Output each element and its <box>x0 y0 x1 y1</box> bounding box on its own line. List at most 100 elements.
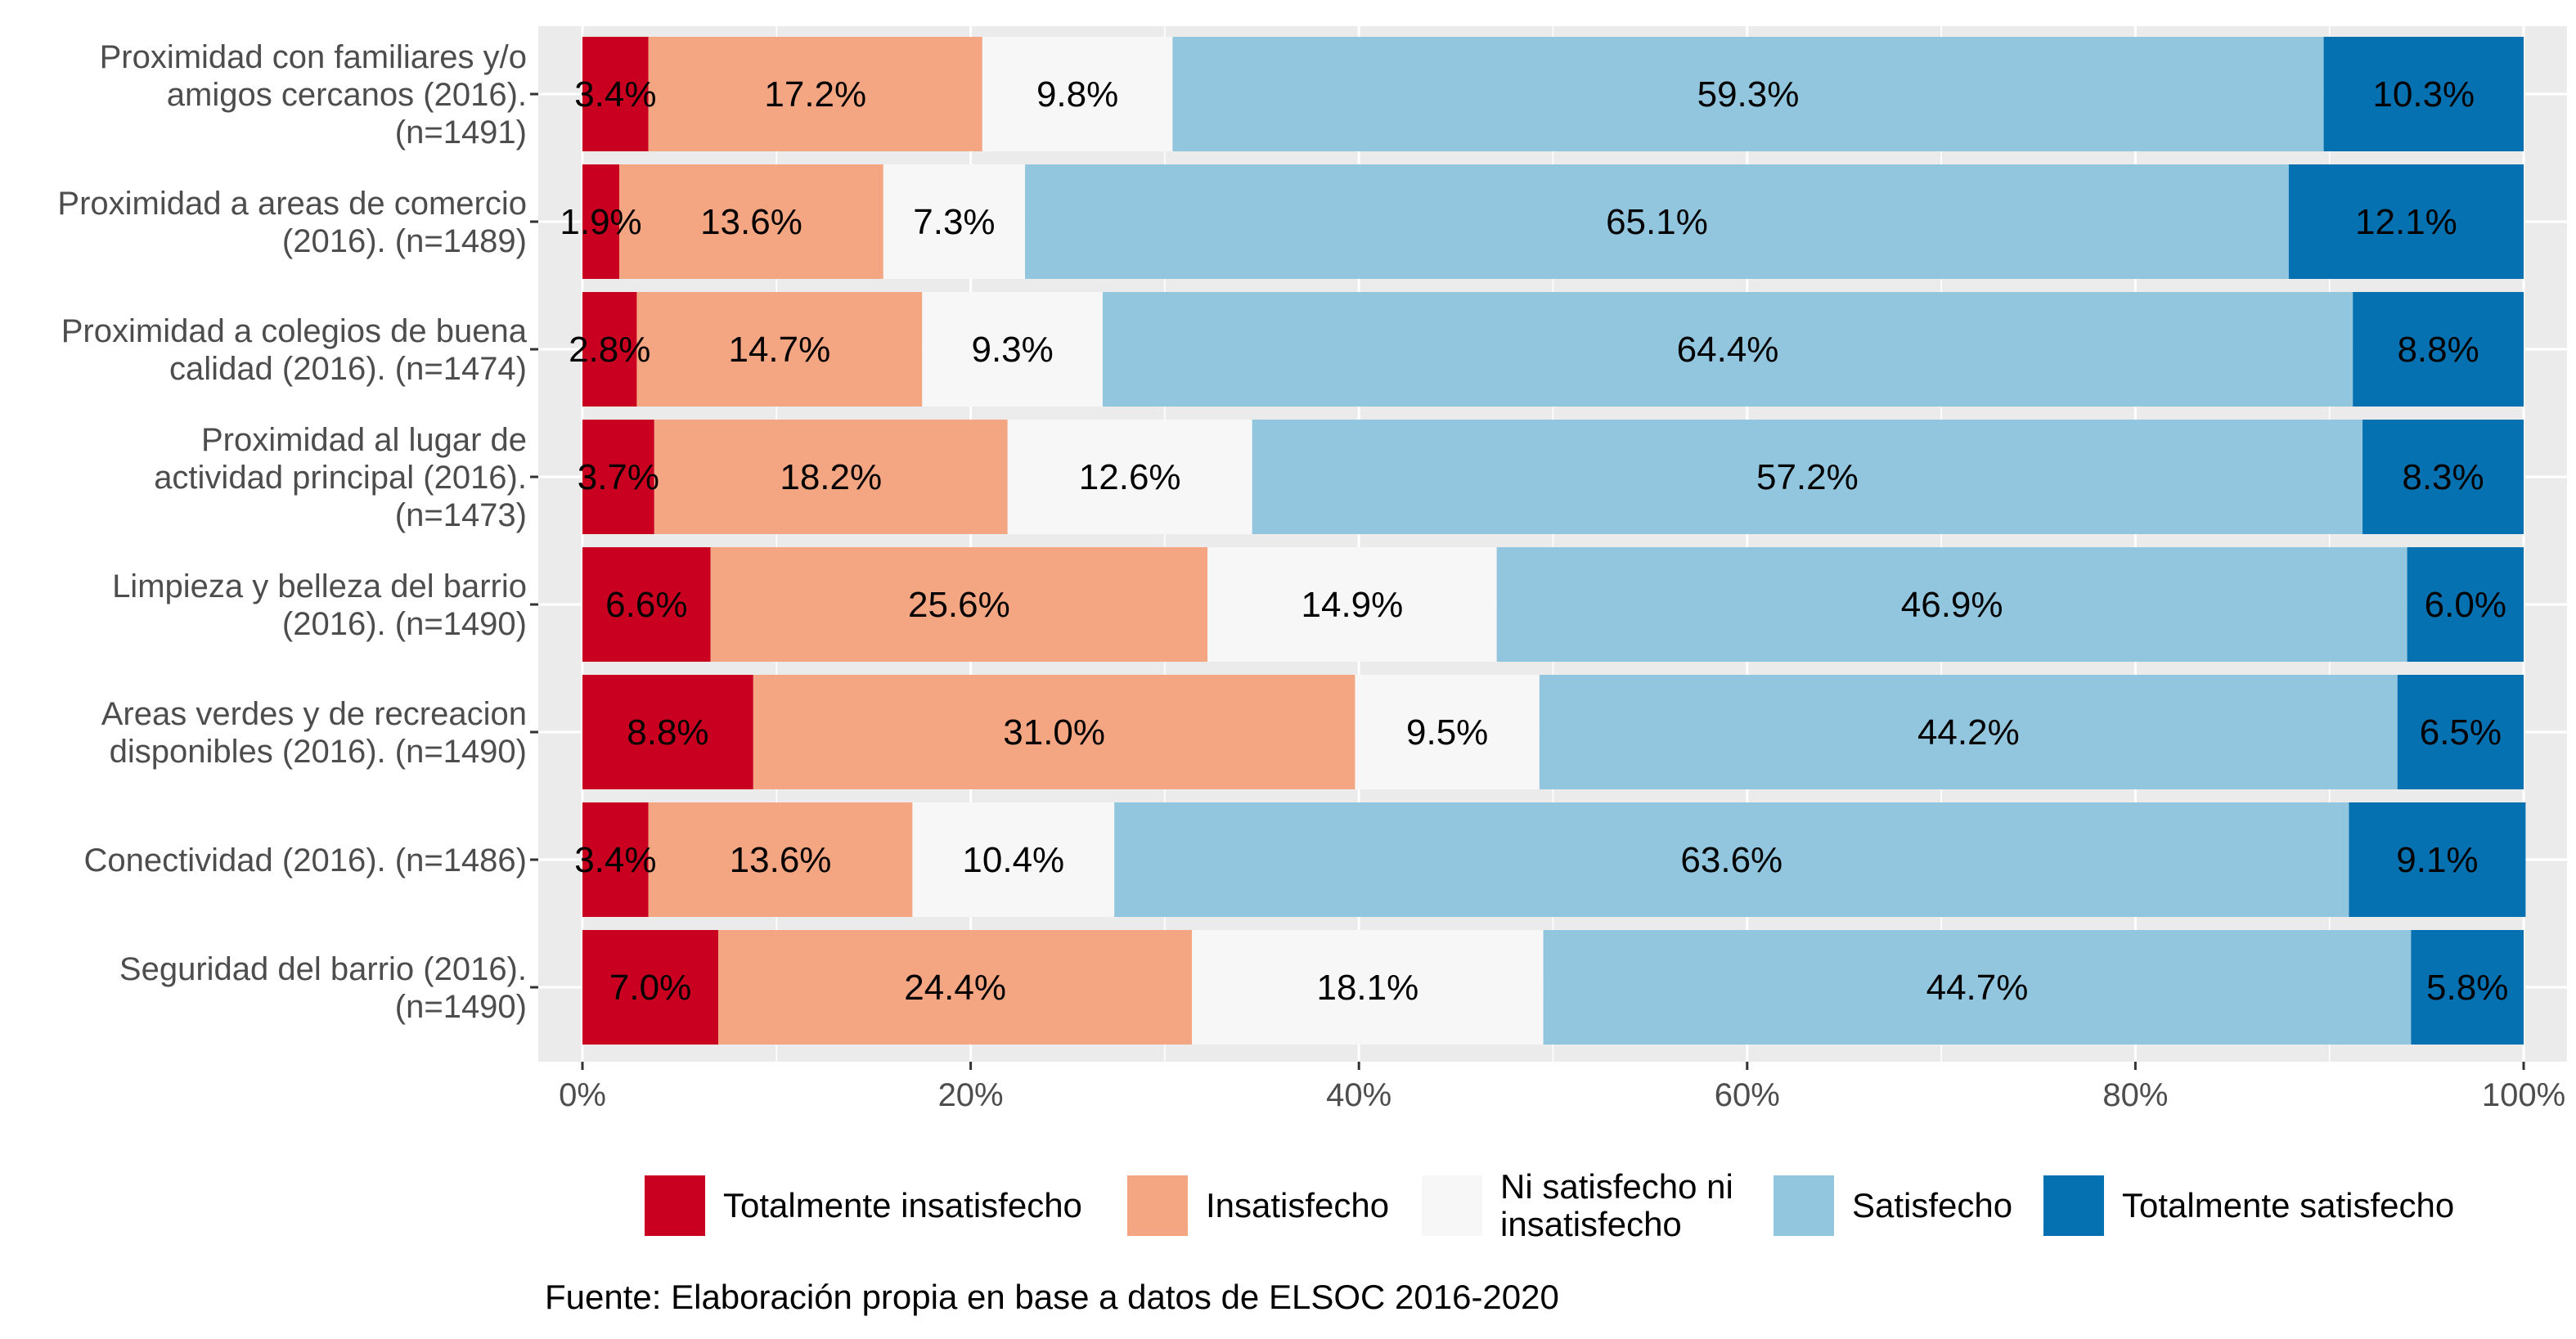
legend-label: Insatisfecho <box>1206 1186 1389 1224</box>
data-label: 3.7% <box>578 457 659 497</box>
data-label: 7.3% <box>913 202 995 242</box>
category-label-line: (n=1491) <box>395 115 527 151</box>
bar-segment <box>2353 292 2524 407</box>
data-label: 17.2% <box>764 74 866 115</box>
category-label: Areas verdes y de recreacion disponibles … <box>101 696 527 770</box>
data-label: 63.6% <box>1680 840 1783 880</box>
bar-segment <box>582 930 719 1045</box>
category-label: Proximidad a areas de comercio (2016). (n… <box>57 186 527 259</box>
bar-segment <box>582 802 649 917</box>
bar-segment <box>582 547 711 662</box>
legend-label-line: Satisfecho <box>1852 1186 2012 1224</box>
x-tick-label: 40% <box>1326 1077 1391 1113</box>
bar-segment <box>648 37 982 151</box>
data-label: 1.9% <box>560 202 641 242</box>
bar-segment <box>1172 37 2324 151</box>
legend: Totalmente insatisfecho Insatisfecho Ni sa… <box>645 1167 2454 1243</box>
bar-segment <box>1025 164 2289 279</box>
legend-label: Totalmente satisfecho <box>2122 1186 2454 1224</box>
bar-segment <box>2323 37 2524 151</box>
data-label: 44.7% <box>1926 968 2029 1008</box>
data-label: 59.3% <box>1697 74 1800 115</box>
bar-segment <box>2407 547 2524 662</box>
category-label-line: (2016). (n=1489) <box>282 223 527 259</box>
category-label-line: disponibles (2016). (n=1490) <box>110 734 527 770</box>
bar-segment <box>1252 420 2363 534</box>
legend-key <box>1422 1175 1482 1236</box>
bar-segment <box>1496 547 2407 662</box>
category-label-line: Proximidad con familiares y/o <box>100 39 527 75</box>
category-label-line: (2016). (n=1490) <box>282 606 527 642</box>
legend-key <box>1774 1175 1834 1236</box>
data-label: 3.4% <box>574 74 656 115</box>
category-label: Proximidad con familiares y/o amigos cerc… <box>100 39 527 151</box>
category-label: Limpieza y belleza del barrio (2016). (n=… <box>112 568 527 642</box>
category-label: Seguridad del barrio (2016). (n=1490) <box>119 951 527 1025</box>
x-tick-label: 100% <box>2482 1077 2565 1113</box>
bar-segment <box>2362 420 2524 534</box>
bar-segment <box>582 164 620 279</box>
category-label-line: Conectividad (2016). (n=1486) <box>84 842 527 878</box>
data-label: 46.9% <box>1901 585 2003 625</box>
data-label: 5.8% <box>2426 968 2508 1008</box>
data-label: 14.7% <box>728 330 830 370</box>
data-label: 25.6% <box>908 585 1010 625</box>
data-label: 31.0% <box>1003 712 1105 753</box>
data-label: 44.2% <box>1917 712 2020 753</box>
category-label-line: (n=1473) <box>395 497 527 533</box>
data-label: 10.4% <box>962 840 1064 880</box>
legend-key <box>645 1175 705 1236</box>
bars <box>582 37 2526 1045</box>
legend-label: Ni satisfecho ni insatisfecho <box>1500 1167 1733 1243</box>
category-label: Conectividad (2016). (n=1486) <box>84 842 527 878</box>
legend-label: Satisfecho <box>1852 1186 2012 1224</box>
data-label: 9.3% <box>971 330 1053 370</box>
category-label: Proximidad a colegios de buena calidad (2… <box>61 313 528 387</box>
legend-label-line: Insatisfecho <box>1206 1186 1389 1224</box>
data-label: 8.3% <box>2402 457 2484 497</box>
data-label: 13.6% <box>730 840 832 880</box>
category-label-line: actividad principal (2016). <box>154 460 527 496</box>
x-tick-label: 60% <box>1715 1077 1780 1113</box>
bar-segment <box>648 802 913 917</box>
bar-segment <box>1355 675 1540 789</box>
bar-segment <box>912 802 1115 917</box>
category-label-line: Areas verdes y de recreacion <box>101 696 527 732</box>
category-label-line: Proximidad a areas de comercio <box>57 186 527 222</box>
caption: Fuente: Elaboración propia en base a dat… <box>545 1278 1559 1316</box>
category-label-line: amigos cercanos (2016). <box>167 77 527 113</box>
bar-segment <box>753 675 1355 789</box>
x-tick-label: 0% <box>559 1077 606 1113</box>
data-label: 57.2% <box>1756 457 1859 497</box>
legend-label: Totalmente insatisfecho <box>723 1186 1082 1224</box>
data-label: 3.4% <box>574 840 656 880</box>
data-label: 6.5% <box>2420 712 2502 753</box>
data-label: 64.4% <box>1677 330 1779 370</box>
category-labels: Proximidad con familiares y/o amigos cerc… <box>57 39 538 1025</box>
category-label-line: calidad (2016). (n=1474) <box>169 351 527 387</box>
legend-label-line: insatisfecho <box>1500 1205 1682 1243</box>
data-label: 9.5% <box>1406 712 1488 753</box>
bar-segment <box>1114 802 2349 917</box>
bar-segment <box>982 37 1173 151</box>
bar-segment <box>2349 802 2526 917</box>
data-label: 13.6% <box>700 202 802 242</box>
legend-label-line: Totalmente satisfecho <box>2122 1186 2454 1224</box>
bar-segment <box>1192 930 1544 1045</box>
bar-segment <box>718 930 1193 1045</box>
data-label: 18.1% <box>1316 968 1418 1008</box>
data-label: 6.6% <box>605 585 687 625</box>
bar-segment <box>619 164 883 279</box>
legend-key <box>2043 1175 2104 1236</box>
data-label: 12.1% <box>2355 202 2457 242</box>
data-label: 65.1% <box>1606 202 1708 242</box>
legend-label-line: Ni satisfecho ni <box>1500 1167 1733 1206</box>
category-label-line: Limpieza y belleza del barrio <box>112 568 527 604</box>
category-label-line: Proximidad al lugar de <box>201 422 527 458</box>
bar-segment <box>2397 675 2524 789</box>
bar-segment <box>582 292 637 407</box>
bar-segment <box>1007 420 1252 534</box>
bar-segment <box>654 420 1008 534</box>
category-label: Proximidad al lugar de actividad principa… <box>154 422 527 533</box>
